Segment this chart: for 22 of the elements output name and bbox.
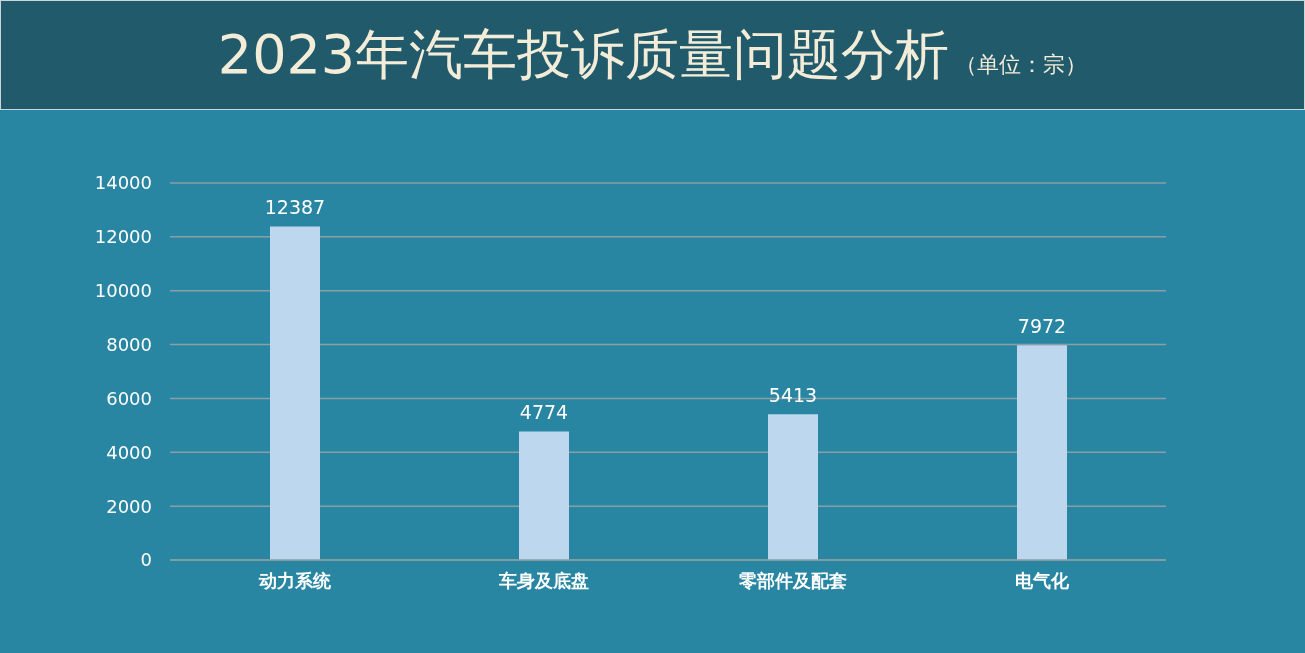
x-tick-label: 电气化 — [1014, 569, 1070, 591]
bar — [1017, 345, 1067, 560]
bar — [768, 414, 818, 560]
chart-subtitle: （单位：宗） — [955, 51, 1088, 79]
data-label: 7972 — [1017, 315, 1067, 338]
y-tick-label: 12000 — [94, 226, 152, 248]
bar — [270, 226, 320, 560]
data-label: 12387 — [264, 196, 326, 219]
x-tick-label: 零部件及配套 — [738, 569, 847, 591]
data-label: 5413 — [768, 384, 818, 407]
chart-title: 2023年汽车投诉质量问题分析 — [217, 21, 950, 88]
y-tick-label: 4000 — [106, 441, 152, 463]
y-tick-label: 14000 — [94, 172, 152, 194]
y-tick-label: 10000 — [94, 280, 152, 302]
y-tick-label: 8000 — [106, 333, 152, 355]
y-tick-label: 2000 — [106, 495, 152, 517]
y-tick-label: 0 — [140, 549, 152, 571]
x-tick-label: 车身及底盘 — [497, 569, 589, 591]
bar — [519, 431, 569, 560]
y-tick-label: 6000 — [106, 387, 152, 409]
x-tick-label: 动力系统 — [257, 569, 332, 591]
data-label: 4774 — [519, 401, 569, 424]
